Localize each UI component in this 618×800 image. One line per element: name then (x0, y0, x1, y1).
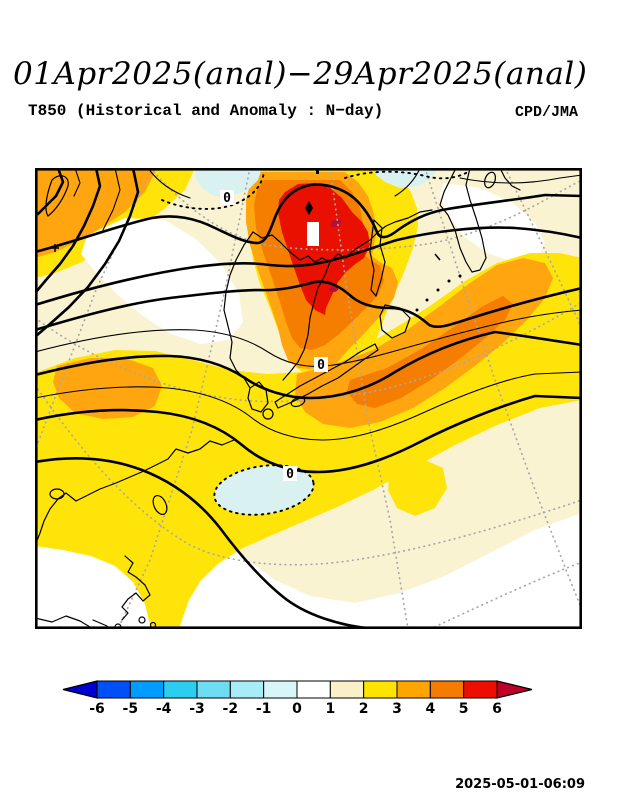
contour-label-top: 0 (223, 191, 231, 206)
colorbar-tick: 0 (292, 701, 302, 717)
colorbar-tick: 5 (458, 701, 469, 717)
coastlines (34, 167, 521, 631)
colorbar-tick: -5 (122, 701, 139, 717)
colorbar-tick: 1 (325, 701, 336, 717)
colorbar-tick: -4 (155, 701, 172, 717)
colorbar-cell (129, 680, 165, 699)
zero-anomaly-dotted-contours (161, 170, 469, 516)
generation-timestamp: 2025-05-01-06:09 (455, 777, 585, 792)
colorbar-left-arrow (62, 680, 98, 699)
contour-label-middle: 0 (317, 358, 325, 373)
contour-labels: 0 0 0 (220, 190, 328, 482)
map-canvas: 0 0 0 (33, 166, 584, 631)
point-marks (51, 170, 441, 261)
colorbar-right-arrow (496, 680, 533, 699)
colorbar-tick: 6 (492, 701, 502, 717)
colorbar-tick: -1 (255, 701, 272, 717)
contour-label-lower: 0 (286, 467, 294, 482)
colorbar-cell (229, 680, 265, 699)
colorbar-tick-labels: -6 -5 -4 -3 -2 -1 0 1 2 3 4 5 6 (62, 701, 534, 721)
colorbar-tick: -6 (89, 701, 105, 717)
colorbar-tick: -2 (222, 701, 239, 717)
colorbar-cell (363, 680, 398, 699)
colorbar-cell (429, 680, 465, 699)
agency-label: CPD/JMA (514, 104, 578, 121)
colorbar-cell (163, 680, 198, 699)
colorbar-tick: -3 (189, 701, 205, 717)
colorbar-tick: 3 (392, 701, 402, 717)
masked-data-box (307, 222, 319, 246)
colorbar-tick: 2 (358, 701, 369, 717)
colorbar-tick: 4 (425, 701, 436, 717)
colorbar-cell (296, 680, 331, 699)
page-title: 01Apr2025(anal)−29Apr2025(anal) (13, 56, 588, 92)
colorbar-cell (329, 680, 365, 699)
anomaly-colorbar: -6 -5 -4 -3 -2 -1 0 1 2 3 4 5 6 (62, 680, 534, 722)
chart-subtitle: T850 (Historical and Anomaly : N−day) (28, 102, 384, 120)
colorbar-scale (62, 680, 533, 699)
colorbar-cell (263, 680, 298, 699)
colorbar-cell (463, 680, 498, 699)
colorbar-cell (196, 680, 231, 699)
colorbar-cell (96, 680, 131, 699)
anomaly-map: 0 0 0 (33, 166, 584, 631)
map-frame (34, 167, 583, 629)
colorbar-cell (396, 680, 431, 699)
